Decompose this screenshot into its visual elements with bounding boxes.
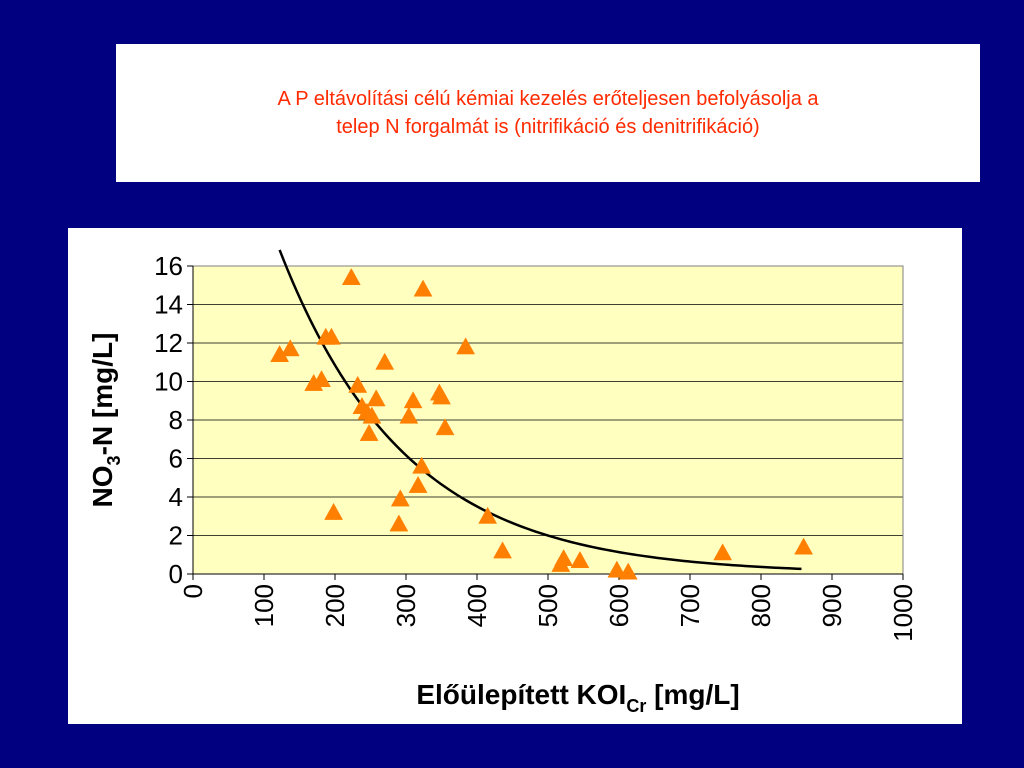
data-point-marker <box>570 551 590 568</box>
data-point-marker <box>390 489 410 507</box>
x-tick-label: 1000 <box>888 584 918 642</box>
x-axis-label: Előülepített KOICr [mg/L] <box>416 679 739 716</box>
data-point-marker <box>478 506 498 524</box>
y-tick-label: 4 <box>169 482 183 512</box>
x-tick-label: 800 <box>746 584 776 627</box>
data-point-marker <box>348 375 368 393</box>
x-tick-label: 700 <box>675 584 705 627</box>
data-point-marker <box>375 352 395 370</box>
x-axis: 0 100 200 300 400 500 600 700 800 900 1000 <box>178 573 918 642</box>
data-point-marker <box>362 406 382 424</box>
x-tick-label: 300 <box>391 584 421 627</box>
data-point-marker <box>432 387 451 405</box>
data-point-marker <box>794 537 814 555</box>
data-point-marker <box>322 327 341 345</box>
y-tick-label: 10 <box>154 367 183 397</box>
data-point-marker <box>399 406 419 424</box>
x-axis-label-tail: [mg/L] <box>646 679 739 710</box>
data-point-marker <box>403 391 423 409</box>
data-point-marker <box>359 423 379 441</box>
x-tick-label: 900 <box>817 584 847 627</box>
y-axis: 0 2 4 6 8 10 12 14 16 <box>154 251 194 589</box>
x-tick-label: 0 <box>178 584 208 598</box>
y-tick-label: 16 <box>154 251 183 281</box>
y-axis-label-sub: 3 <box>104 455 124 465</box>
data-point-marker <box>456 337 476 355</box>
data-point-marker <box>493 541 512 559</box>
data-point-marker <box>554 549 574 567</box>
data-point-marker <box>435 418 455 436</box>
data-point-marker <box>618 562 638 580</box>
data-point-marker <box>341 268 361 285</box>
data-point-marker <box>280 339 300 357</box>
x-tick-label: 200 <box>320 584 350 627</box>
slide-title-line1: A P eltávolítási célú kémiai kezelés erő… <box>277 88 819 110</box>
data-point-marker <box>312 370 331 388</box>
data-point-marker <box>366 389 386 407</box>
y-axis-label-tail: -N [mg/L] <box>87 333 118 456</box>
y-axis-label-head: NO <box>87 465 118 507</box>
y-tick-label: 14 <box>154 290 183 320</box>
data-point-marker <box>389 514 409 532</box>
data-point-marker <box>412 456 432 474</box>
x-tick-label: 400 <box>462 584 492 627</box>
data-point-marker <box>607 560 627 578</box>
data-point-marker <box>408 475 428 493</box>
y-tick-label: 2 <box>169 521 183 551</box>
x-tick-label: 500 <box>533 584 563 627</box>
scatter-chart: 0 2 4 6 8 10 12 14 16 0 100 200 300 400 500 600 700 800 9… <box>87 249 918 716</box>
y-axis-label: NO3-N [mg/L] <box>87 333 124 508</box>
data-point-marker <box>324 502 344 520</box>
y-tick-label: 12 <box>154 328 183 358</box>
slide-title: A P eltávolítási célú kémiai kezelés erő… <box>277 85 818 141</box>
x-axis-label-main: Előülepített KOI <box>416 679 626 710</box>
title-box: A P eltávolítási célú kémiai kezelés erő… <box>116 44 980 182</box>
data-points <box>270 268 814 580</box>
chart-panel: 0 2 4 6 8 10 12 14 16 0 100 200 300 400 500 600 700 800 9… <box>68 228 962 724</box>
x-tick-label: 600 <box>604 584 634 627</box>
data-point-marker <box>413 279 433 297</box>
y-tick-label: 8 <box>169 405 183 435</box>
y-tick-label: 6 <box>169 444 183 474</box>
slide-title-line2: telep N forgalmát is (nitrifikáció és de… <box>336 116 760 138</box>
data-point-marker <box>713 543 733 561</box>
y-tick-label: 0 <box>169 559 183 589</box>
x-axis-label-sub: Cr <box>626 696 646 716</box>
x-tick-label: 100 <box>249 584 279 627</box>
